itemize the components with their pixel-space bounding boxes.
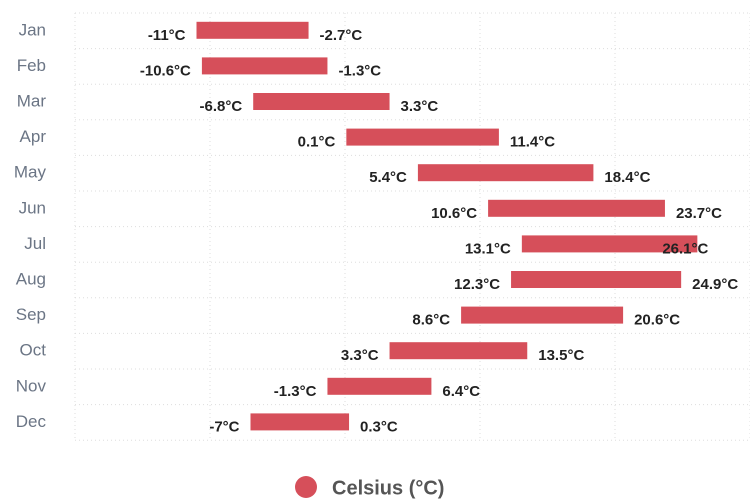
bar [250, 413, 350, 431]
y-tick-label: Nov [16, 376, 47, 395]
value-label: 11.4°C [510, 134, 555, 151]
value-label: -1.3°C [274, 383, 317, 400]
value-label: 23.7°C [676, 205, 722, 222]
y-tick-label: Jun [19, 198, 46, 217]
value-label: 0.1°C [298, 134, 336, 151]
value-label: 26.1°C [662, 240, 708, 257]
value-label: 13.1°C [465, 240, 511, 257]
bar [417, 164, 594, 182]
y-tick-label: Feb [17, 56, 46, 75]
bar [521, 235, 698, 253]
value-label: -10.6°C [140, 62, 191, 79]
bar [201, 57, 328, 75]
value-label: 5.4°C [369, 169, 407, 186]
value-label: 3.3°C [341, 347, 379, 364]
value-label: 10.6°C [431, 205, 477, 222]
y-tick-label: Jan [19, 20, 46, 39]
value-label: -11°C [148, 27, 186, 44]
value-label: 3.3°C [401, 98, 439, 115]
value-label: -6.8°C [200, 98, 243, 115]
y-tick-label: Sep [16, 305, 46, 324]
value-label: 18.4°C [604, 169, 650, 186]
y-tick-label: Jul [24, 234, 46, 253]
legend-marker [295, 476, 317, 498]
y-tick-label: Aug [16, 269, 46, 288]
value-label: 12.3°C [454, 276, 500, 293]
value-label: 13.5°C [538, 347, 584, 364]
value-label: 24.9°C [692, 276, 738, 293]
y-tick-label: Apr [20, 127, 47, 146]
legend-label: Celsius (°C) [332, 477, 444, 499]
bar [253, 93, 390, 110]
value-label: 0.3°C [360, 418, 398, 435]
bar [511, 271, 682, 288]
value-label: -1.3°C [338, 62, 381, 79]
bar [461, 306, 624, 324]
bar [488, 199, 665, 217]
value-label: -2.7°C [320, 27, 363, 44]
y-tick-label: May [14, 163, 47, 182]
bar [327, 377, 432, 395]
value-label: 8.6°C [412, 312, 450, 329]
y-tick-label: Oct [20, 341, 47, 360]
value-label: 6.4°C [442, 383, 480, 400]
value-label: 20.6°C [634, 312, 680, 329]
bar [346, 128, 499, 146]
y-tick-label: Mar [17, 91, 47, 110]
value-label: -7°C [209, 418, 239, 435]
bar [196, 21, 309, 39]
bar [389, 342, 528, 360]
y-tick-label: Dec [16, 412, 47, 431]
